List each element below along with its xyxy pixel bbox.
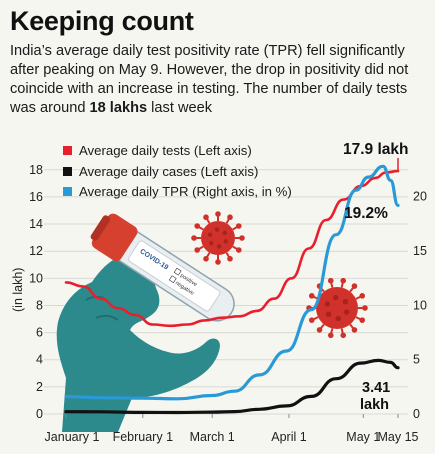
legend-cases: Average daily cases (Left axis) [79, 164, 258, 179]
subtitle: India’s average daily test positivity ra… [10, 42, 428, 118]
virus-spot [209, 240, 214, 246]
virus-spike-tip [308, 293, 315, 299]
x-tick-label: March 1 [190, 430, 235, 444]
virus-spot [324, 301, 331, 307]
virus-spike-tip [227, 255, 233, 262]
virus-spike-tip [327, 277, 334, 284]
legend-swatch-tests [63, 146, 72, 155]
x-tick-label: February 1 [113, 430, 173, 444]
virus-spike-tip [227, 214, 233, 221]
series [64, 158, 400, 415]
virus-spike-tip [203, 214, 209, 221]
virus-spike-tip [351, 327, 358, 333]
y-left-tick-label: 10 [29, 271, 43, 285]
y-right-tick-label: 0 [413, 407, 420, 421]
virus-spike-tip [194, 223, 201, 229]
subtitle-bold: 18 lakhs [89, 100, 148, 116]
x-tick-label: May 15 [378, 430, 419, 444]
x-tick-label: January 1 [45, 430, 100, 444]
series-line-tpr [64, 164, 400, 401]
y-left-tick-label: 16 [29, 190, 43, 204]
virus-spike-tip [327, 332, 334, 339]
virus-spot [343, 309, 350, 315]
virus-spike-tip [362, 305, 368, 311]
virus-spike-tip [359, 293, 366, 299]
page-title: Keeping count [10, 6, 194, 36]
x-tick-label: April 1 [271, 430, 306, 444]
y-right-tick-label: 5 [413, 353, 420, 367]
y-left-tick-label: 8 [36, 298, 43, 312]
virus-spot [214, 227, 220, 232]
annotation-tpr-last: 19.2% [344, 205, 388, 222]
virus-spike-tip [239, 235, 245, 241]
virus-spike-tip [191, 235, 197, 241]
legend-swatch-cases [63, 167, 72, 176]
virus-spike-tip [308, 317, 315, 323]
virus-spike-tip [215, 211, 221, 217]
y-left-tick-label: 14 [29, 217, 43, 231]
virus-spike-tip [235, 223, 242, 229]
y-right-tick-label: 20 [413, 190, 427, 204]
annotation-cases-unit: lakh [360, 397, 389, 413]
subtitle-end: last week [147, 100, 213, 116]
virus-spike-tip [194, 247, 201, 253]
virus-body [201, 221, 235, 255]
virus-icon [191, 211, 245, 265]
x-tick-label: May 1 [346, 430, 380, 444]
series-line-cases [64, 358, 400, 415]
y-left-tick-label: 12 [29, 244, 43, 258]
subtitle-text: India’s average daily test positivity ra… [10, 43, 409, 116]
legend-tpr: Average daily TPR (Right axis, in %) [79, 184, 292, 199]
y-right-tick-label: 10 [413, 298, 427, 312]
y-left-tick-label: 2 [36, 380, 43, 394]
y-left-tick-label: 4 [36, 353, 43, 367]
y-left-tick-label: 0 [36, 407, 43, 421]
virus-spike-tip [316, 327, 323, 333]
y-axis-label: (in lakh) [11, 268, 25, 312]
virus-spike-tip [203, 255, 209, 262]
virus-spot [222, 230, 227, 236]
y-right-tick-label: 15 [413, 244, 427, 258]
axes: 0 2 4 6 8 10 12 14 16 18 0 5 10 15 20 January 1 February… [29, 163, 427, 444]
virus-body [316, 287, 358, 329]
virus-spot [207, 232, 213, 237]
legend-swatch-tpr [63, 187, 72, 196]
virus-spike-tip [351, 283, 358, 289]
virus-spike-tip [340, 277, 347, 284]
virus-spike-tip [215, 259, 221, 265]
virus-spot [223, 239, 229, 244]
virus-spike-tip [359, 317, 366, 323]
y-left-tick-label: 6 [36, 326, 43, 340]
annotation-cases-value: 3.41 [362, 380, 390, 396]
virus-spike-tip [235, 247, 242, 253]
virus-spot [335, 315, 342, 322]
virus-spot [342, 298, 349, 305]
legend: Average daily tests (Left axis) Average … [63, 143, 292, 199]
annotation-tests-peak: 17.9 lakh [343, 141, 409, 158]
y-left-tick-label: 18 [29, 163, 43, 177]
legend-tests: Average daily tests (Left axis) [79, 143, 252, 158]
virus-spike-tip [340, 332, 347, 339]
virus-spot [216, 244, 222, 249]
virus-spot [325, 311, 332, 318]
test-tube-icon: COVID-19 positive negative [90, 213, 235, 322]
virus-spot [332, 294, 339, 301]
